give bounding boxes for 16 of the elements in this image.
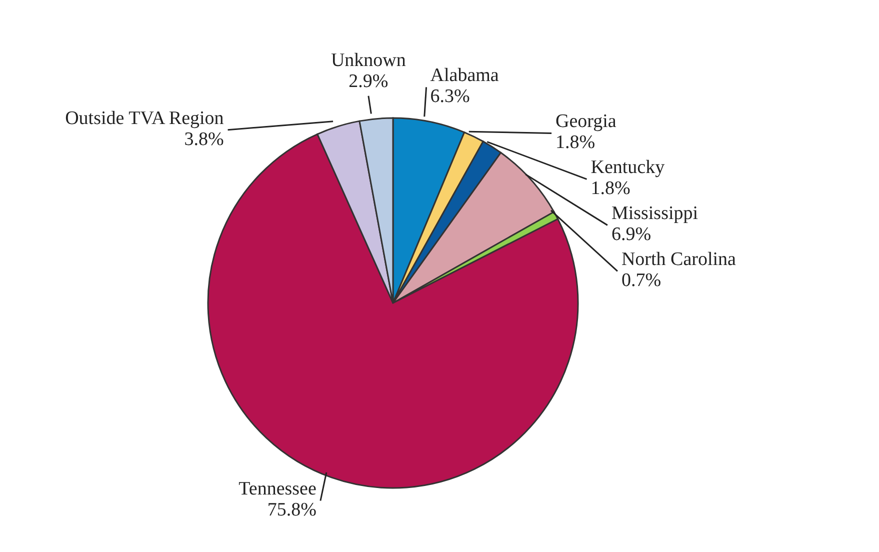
slice-label: Kentucky xyxy=(590,158,666,179)
slice-label: Alabama xyxy=(430,66,500,87)
slice-label: Unknown xyxy=(330,50,406,72)
slice-label: Mississippi xyxy=(611,204,698,225)
data-label: 6.9% xyxy=(611,224,652,246)
data-label: 3.8% xyxy=(184,129,224,150)
slice-label: North Carolina xyxy=(621,250,737,271)
data-label: 6.3% xyxy=(430,86,470,108)
data-label: 0.7% xyxy=(621,270,662,292)
slice-label: Outside TVA Region xyxy=(65,108,224,130)
data-label: 1.8% xyxy=(556,132,596,154)
slice-label: Georgia xyxy=(556,112,617,133)
data-label: 75.8% xyxy=(267,500,317,522)
slice-label: Tennessee xyxy=(238,479,316,500)
data-label: 2.9% xyxy=(348,71,388,92)
data-label: 1.8% xyxy=(590,178,631,200)
